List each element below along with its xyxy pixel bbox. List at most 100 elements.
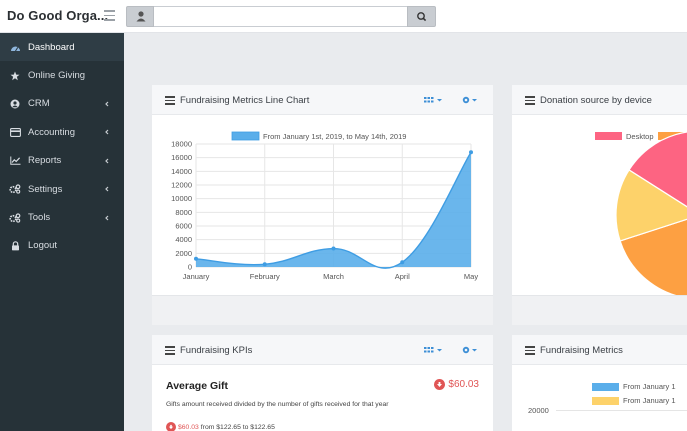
- cogs-icon: [9, 183, 21, 195]
- kpi-title: Average Gift: [166, 380, 229, 392]
- series-area: [196, 152, 471, 269]
- sidebar-item-crm[interactable]: CRM: [0, 90, 124, 118]
- data-point: [262, 262, 267, 267]
- y-tick-label: 18000: [171, 140, 192, 149]
- lock-icon: [9, 240, 21, 252]
- fundraising-metrics-panel: Fundraising Metrics From January 1 From …: [512, 335, 687, 431]
- y-axis-tick: 20000: [528, 406, 549, 415]
- sidebar-item-accounting[interactable]: Accounting: [0, 118, 124, 146]
- panel-header: Fundraising Metrics Line Chart: [152, 85, 493, 115]
- y-tick-label: 2000: [175, 249, 192, 258]
- star-icon: [9, 70, 21, 82]
- legend-swatch: [592, 396, 619, 405]
- view-options-icon[interactable]: [424, 345, 444, 356]
- series-line: [195, 151, 472, 269]
- chart-legend: From January 1st, 2019, to May 14th, 201…: [231, 131, 406, 141]
- chevron-left-icon: [105, 186, 109, 192]
- top-bar: Do Good Orga...: [0, 0, 687, 33]
- line-chart-panel: Fundraising Metrics Line Chart From Janu…: [152, 85, 493, 325]
- x-tick-label: January: [183, 272, 210, 281]
- arrow-down-icon: [434, 379, 446, 390]
- gear-icon[interactable]: [461, 344, 481, 356]
- data-point: [331, 246, 336, 251]
- line-chart-icon: [9, 155, 21, 167]
- data-point: [400, 260, 405, 265]
- sidebar-item-label: Accounting: [28, 126, 76, 138]
- search-button[interactable]: [407, 6, 436, 27]
- x-tick-label: February: [250, 272, 280, 281]
- kpi-change: $60.03 from $122.65 to $122.65: [166, 422, 275, 431]
- view-options-icon[interactable]: [424, 95, 444, 106]
- search-icon: [417, 12, 427, 22]
- sidebar-item-logout[interactable]: Logout: [0, 232, 124, 260]
- sidebar-item-settings[interactable]: Settings: [0, 175, 124, 203]
- menu-toggle-icon[interactable]: [104, 10, 115, 22]
- gear-icon[interactable]: [461, 94, 481, 106]
- y-tick-label: 14000: [171, 167, 192, 176]
- kpi-value-text: $60.03: [448, 379, 479, 390]
- legend-label: From January 1: [623, 382, 676, 391]
- sidebar-item-dashboard[interactable]: Dashboard: [0, 33, 124, 62]
- x-tick-label: May: [464, 272, 478, 281]
- search-input[interactable]: [154, 6, 407, 27]
- legend-swatch: [231, 131, 260, 141]
- x-tick-label: March: [323, 272, 344, 281]
- legend-label: Desktop: [626, 132, 654, 141]
- sidebar-item-label: Logout: [28, 240, 58, 252]
- pie-slice: [628, 131, 687, 208]
- sidebar-item-label: CRM: [28, 98, 50, 110]
- y-tick-label: 4000: [175, 235, 192, 244]
- y-tick-label: 8000: [175, 208, 192, 217]
- panel-title: Fundraising Metrics: [540, 345, 623, 356]
- sidebar-item-label: Tools: [28, 212, 51, 224]
- panel-title: Fundraising Metrics Line Chart: [180, 95, 310, 106]
- sidebar-item-label: Dashboard: [28, 41, 75, 53]
- panel-footer: [512, 295, 687, 325]
- chevron-left-icon: [105, 215, 109, 220]
- data-point: [194, 256, 198, 261]
- donation-source-pie-chart: Desktop: [595, 131, 687, 296]
- menu-icon[interactable]: [525, 96, 535, 105]
- menu-icon[interactable]: [525, 346, 535, 355]
- panel-header: Fundraising KPIs: [152, 335, 493, 365]
- sidebar-item-label: Online Giving: [28, 70, 86, 82]
- x-tick-label: April: [395, 272, 410, 281]
- menu-icon[interactable]: [165, 346, 175, 355]
- chevron-left-icon: [105, 101, 109, 107]
- kpi-value: $60.03: [434, 379, 479, 390]
- sidebar-item-reports[interactable]: Reports: [0, 147, 124, 175]
- y-tick-label: 10000: [171, 194, 192, 203]
- fundraising-kpis-panel: Fundraising KPIs Average Gift $60.03 Gif…: [152, 335, 493, 431]
- legend-item: From January 1: [592, 396, 676, 405]
- donation-source-panel: Donation source by device Desktop: [512, 85, 687, 325]
- panel-footer: [152, 295, 493, 325]
- y-tick-label: 0: [188, 263, 192, 272]
- legend-swatch: [592, 382, 619, 391]
- panel-header: Donation source by device: [512, 85, 687, 115]
- user-circle-icon: [9, 98, 21, 110]
- chevron-left-icon: [105, 129, 109, 135]
- sidebar-item-label: Reports: [28, 155, 62, 167]
- panel-header: Fundraising Metrics: [512, 335, 687, 365]
- menu-icon[interactable]: [165, 96, 175, 105]
- data-point: [469, 150, 473, 155]
- change-text: from $122.65 to $122.65: [200, 423, 275, 431]
- user-button[interactable]: [126, 6, 154, 27]
- sidebar: Dashboard Online Giving CRM Accounting R…: [0, 33, 124, 431]
- sidebar-item-online-giving[interactable]: Online Giving: [0, 61, 124, 89]
- change-amount: $60.03: [178, 423, 199, 431]
- legend-item: From January 1: [592, 382, 676, 391]
- legend-label: From January 1: [623, 396, 676, 405]
- cogs-icon: [9, 212, 21, 224]
- kpi-description: Gifts amount received divided by the num…: [166, 401, 389, 408]
- sidebar-item-tools[interactable]: Tools: [0, 203, 124, 231]
- pie-slice: [615, 169, 687, 242]
- credit-card-icon: [9, 126, 21, 138]
- sidebar-item-label: Settings: [28, 183, 63, 195]
- y-tick-label: 16000: [171, 153, 192, 162]
- y-tick-label: 12000: [171, 181, 192, 190]
- y-tick-label: 6000: [175, 222, 192, 231]
- pie-slice: [619, 218, 687, 296]
- fundraising-line-chart: From January 1st, 2019, to May 14th, 201…: [171, 131, 478, 281]
- brand-title[interactable]: Do Good Orga...: [7, 8, 109, 23]
